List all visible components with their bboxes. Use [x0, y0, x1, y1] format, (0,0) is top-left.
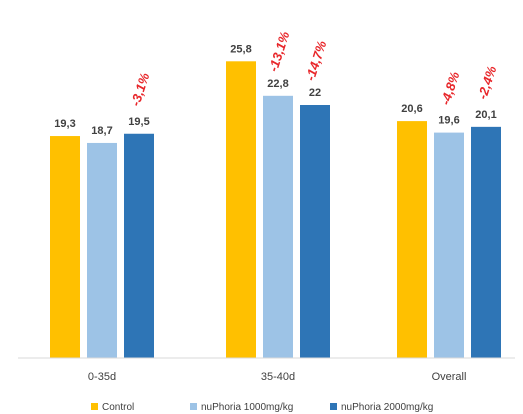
value-label-1-2: 22	[309, 87, 321, 99]
legend-label-2: nuPhoria 2000mg/kg	[341, 402, 433, 413]
delta-label-1-1: -13,1%	[265, 29, 292, 73]
category-label-2: Overall	[432, 371, 467, 383]
legend-swatch-1	[190, 403, 197, 410]
legend-label-1: nuPhoria 1000mg/kg	[201, 402, 293, 413]
bar-2-1	[434, 132, 464, 358]
value-label-0-2: 19,5	[128, 116, 149, 128]
bar-1-1	[263, 95, 293, 359]
bar-2-0	[397, 121, 427, 358]
value-label-2-2: 20,1	[475, 109, 496, 121]
category-labels: 0-35d 35-40d Overall	[88, 371, 466, 383]
category-label-0: 0-35d	[88, 371, 116, 383]
bar-0-0	[50, 136, 80, 358]
legend: Control nuPhoria 1000mg/kg nuPhoria 2000mg…	[91, 402, 433, 413]
delta-label-2-1: -4,8%	[438, 69, 463, 106]
legend-swatch-0	[91, 403, 98, 410]
bars-group	[50, 61, 501, 359]
bar-1-0	[226, 61, 256, 359]
bar-0-2	[124, 133, 154, 358]
value-label-1-0: 25,8	[230, 43, 251, 55]
value-label-0-0: 19,3	[54, 118, 75, 130]
bar-0-1	[87, 142, 117, 358]
value-label-0-1: 18,7	[91, 125, 112, 137]
value-label-1-1: 22,8	[267, 78, 288, 90]
delta-label-0-2: -3,1%	[128, 71, 153, 108]
bar-1-2	[300, 105, 330, 358]
category-label-1: 35-40d	[261, 371, 295, 383]
value-label-2-1: 19,6	[438, 115, 459, 127]
delta-label-1-2: -14,7%	[302, 38, 329, 82]
bar-2-2	[471, 126, 501, 358]
legend-label-0: Control	[102, 402, 134, 413]
value-label-2-0: 20,6	[401, 103, 422, 115]
delta-label-2-2: -2,4%	[475, 64, 500, 101]
legend-swatch-2	[330, 403, 337, 410]
